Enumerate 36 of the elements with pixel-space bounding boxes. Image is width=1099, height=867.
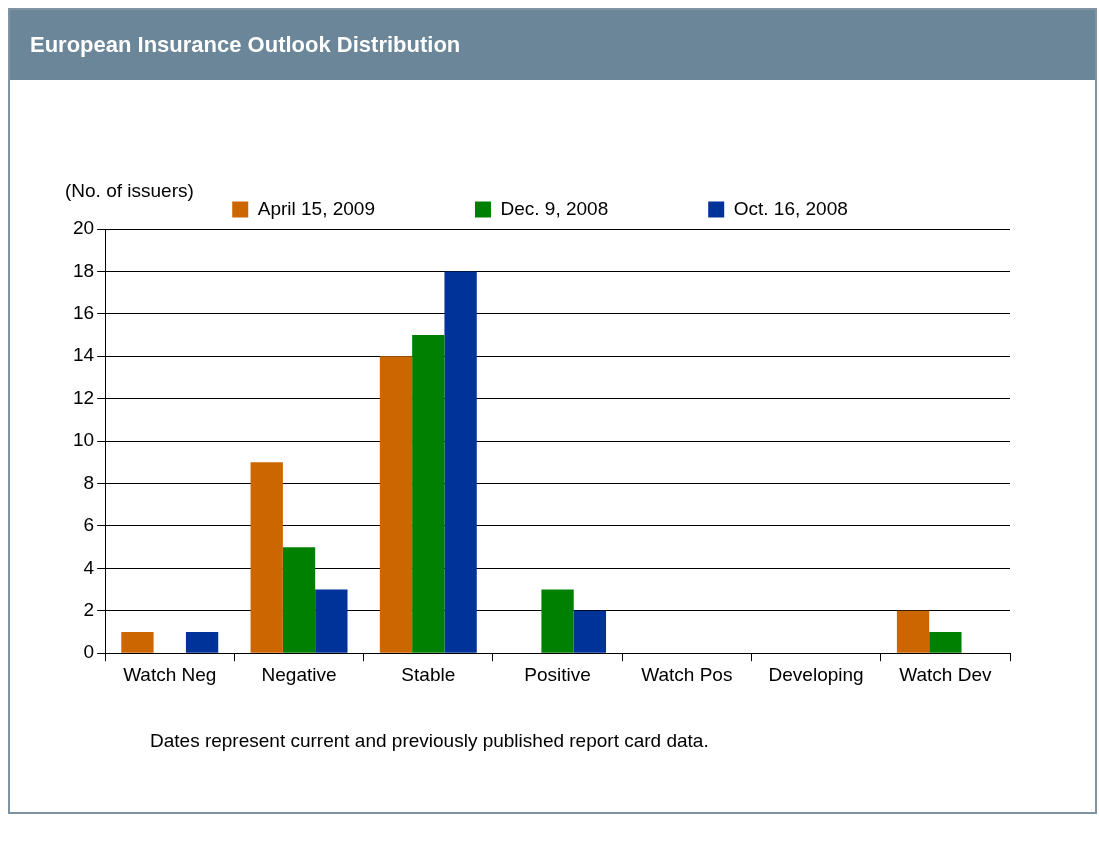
y-tick-label: 14 (72, 344, 95, 366)
chart-title: European Insurance Outlook Distribution (10, 8, 1095, 80)
bar (379, 356, 413, 653)
y-tick-label: 20 (72, 217, 95, 239)
x-tick-label: Watch Dev (899, 663, 992, 685)
text: Dates represent current and previously published report card data. (150, 730, 710, 752)
legend-label: Dec. 9, 2008 (500, 197, 609, 219)
bar (282, 547, 316, 653)
y-tick-label: 6 (83, 514, 95, 536)
y-tick-label: 2 (83, 599, 95, 621)
bar (929, 631, 962, 653)
y-tick-label: 18 (72, 259, 95, 281)
bar (573, 610, 607, 653)
bar (185, 631, 219, 653)
legend-label: Oct. 16, 2008 (733, 197, 848, 219)
x-tick-label: Stable (401, 663, 456, 685)
y-tick-label: 4 (83, 556, 95, 578)
bar (315, 589, 348, 653)
x-tick-label: Positive (524, 663, 591, 685)
x-tick-label: Negative (261, 663, 337, 685)
y-tick-label: 0 (83, 641, 95, 663)
bar (896, 610, 930, 653)
x-tick-label: Developing (768, 663, 864, 685)
bar (444, 271, 477, 653)
y-tick-label: 16 (72, 302, 95, 324)
legend-label: April 15, 2009 (257, 197, 375, 219)
bar (541, 589, 574, 653)
bar (250, 462, 283, 653)
bar (412, 335, 445, 653)
y-tick-label: 8 (83, 471, 95, 493)
x-tick-label: Watch Neg (123, 663, 217, 685)
y-tick-label: 10 (72, 429, 95, 451)
y-tick-label: 12 (72, 386, 95, 408)
x-tick-label: Watch Pos (641, 663, 733, 685)
y-axis-title: (No. of issuers) (65, 179, 194, 201)
bar (121, 631, 154, 653)
